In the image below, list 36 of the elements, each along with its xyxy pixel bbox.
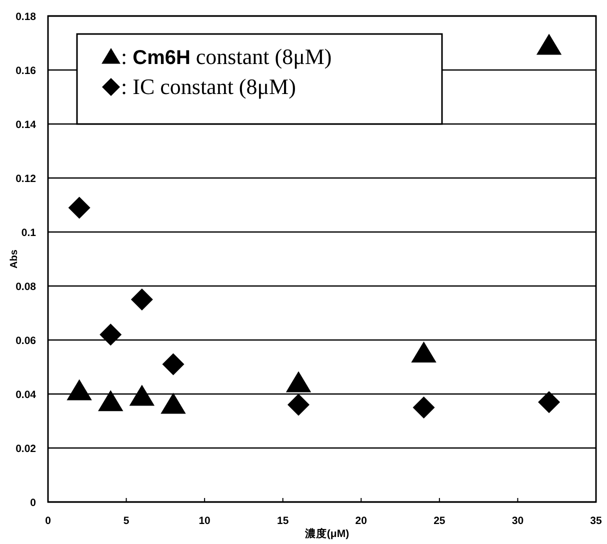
- point: [98, 390, 124, 412]
- y-tick-label: 0.08: [16, 281, 36, 293]
- point: [288, 394, 310, 416]
- y-tick-label: 0.04: [16, 389, 36, 401]
- point: [129, 384, 155, 406]
- y-tick-label: 0.06: [16, 335, 36, 347]
- y-tick-label: 0.18: [16, 11, 36, 23]
- point: [411, 342, 436, 362]
- point: [68, 196, 90, 219]
- x-tick-label: 10: [198, 515, 211, 527]
- x-tick-label: 25: [434, 515, 446, 527]
- legend-label: : Cm6H constant (8μM): [121, 44, 332, 69]
- x-axis-title: 濃度(μM): [304, 527, 350, 540]
- x-tick-label: 35: [590, 515, 602, 527]
- x-tick-label: 5: [123, 515, 130, 527]
- x-tick-label: 0: [45, 515, 52, 527]
- point: [162, 353, 184, 376]
- y-tick-label: 0.16: [16, 65, 36, 77]
- x-tick-label: 20: [355, 515, 368, 527]
- point: [538, 391, 560, 414]
- point: [536, 34, 562, 55]
- y-tick-label: 0.02: [16, 443, 36, 455]
- point: [100, 324, 122, 346]
- legend-label: : IC constant (8μM): [121, 74, 296, 99]
- y-tick-label: 0: [30, 497, 36, 509]
- point: [286, 371, 312, 392]
- y-axis-title: Abs: [9, 249, 20, 268]
- y-tick-label: 0.1: [21, 227, 36, 239]
- point: [66, 379, 92, 400]
- point: [160, 392, 186, 414]
- y-tick-label: 0.12: [16, 173, 36, 185]
- x-tick-label: 15: [277, 515, 289, 527]
- point: [130, 288, 153, 310]
- y-tick-label: 0.14: [16, 119, 36, 131]
- x-tick-label: 30: [512, 515, 524, 527]
- point: [412, 396, 435, 418]
